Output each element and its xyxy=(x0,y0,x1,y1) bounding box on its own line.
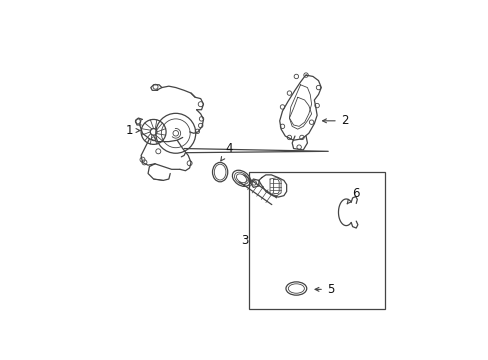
Text: 1: 1 xyxy=(125,124,140,137)
Bar xyxy=(249,172,384,309)
Text: 3: 3 xyxy=(241,234,248,247)
Text: 5: 5 xyxy=(314,283,333,296)
Text: 6: 6 xyxy=(346,187,359,204)
Text: 2: 2 xyxy=(322,114,347,127)
Text: 4: 4 xyxy=(221,143,233,161)
